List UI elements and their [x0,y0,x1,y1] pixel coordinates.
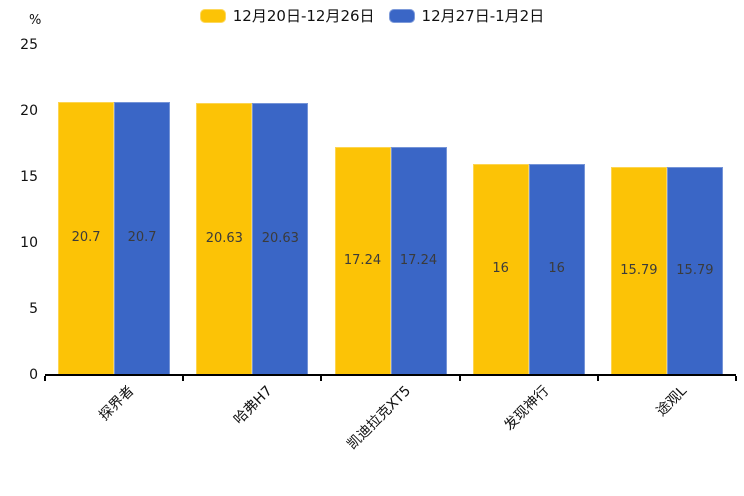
bar-value-label: 20.7 [127,230,157,246]
x-axis-tick [735,376,737,381]
bar-series1-哈弗H7 [196,102,253,375]
x-category-label-凯迪拉克XT5: 凯迪拉克XT5 [343,383,414,453]
bar-value-label: 20.63 [205,230,243,246]
x-category-label-哈弗H7: 哈弗H7 [230,383,276,428]
x-category-label-发现神行: 发现神行 [501,383,553,434]
x-axis-tick [44,376,46,381]
y-tick-label: 0 [29,367,38,383]
legend: 12月20日-12月26日 12月27日-1月2日 [0,7,744,25]
y-tick-label: 20 [20,103,38,119]
bar-value-label: 15.79 [676,262,714,278]
legend-item-week1: 12月20日-12月26日 [199,7,375,25]
y-tick-label: 10 [20,235,38,251]
bar-series2-探界者 [114,101,171,375]
x-axis-tick [182,376,185,381]
x-axis-tick [596,376,599,381]
legend-label-week1: 12月20日-12月26日 [232,7,375,25]
legend-label-week2: 12月27日-1月2日 [421,7,545,25]
y-axis-unit-label: % [29,13,42,28]
y-tick-label: 25 [20,37,38,53]
x-category-label-探界者: 探界者 [96,383,138,425]
bar-series2-发现神行 [528,163,585,375]
legend-swatch-yellow-icon [199,9,226,23]
y-tick-label: 15 [20,169,38,185]
bar-series1-发现神行 [472,163,529,375]
bar-series1-凯迪拉克XT5 [334,147,391,375]
legend-swatch-blue-icon [388,9,415,23]
bar-series1-探界者 [58,101,115,375]
y-tick-label: 5 [29,301,38,317]
x-axis-tick [320,376,323,381]
bar-series2-哈弗H7 [252,102,309,375]
x-axis-line [45,374,736,376]
x-axis-tick [458,376,461,381]
bar-value-label: 16 [492,261,509,277]
bar-value-label: 15.79 [620,262,658,278]
x-category-label-途观L: 途观L [653,383,691,420]
bar-value-label: 20.63 [261,230,299,246]
bar-series2-凯迪拉克XT5 [390,147,447,375]
bar-value-label: 20.7 [71,230,101,246]
legend-item-week2: 12月27日-1月2日 [388,7,545,25]
bar-value-label: 16 [548,261,565,277]
bar-value-label: 17.24 [343,253,382,269]
bar-series1-途观L [610,166,667,375]
bar-value-label: 17.24 [399,253,438,269]
bar-series2-途观L [666,166,723,375]
